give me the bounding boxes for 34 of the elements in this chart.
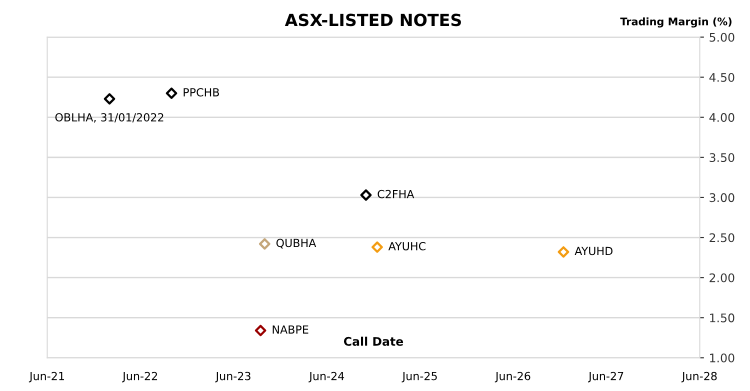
x-tick-label: Jun-21 bbox=[28, 372, 64, 382]
y-tick-label: 4.50 bbox=[709, 72, 734, 82]
point bbox=[166, 88, 178, 99]
x-tick-label: Jun-23 bbox=[215, 372, 250, 382]
annotation: C2FHA bbox=[378, 190, 414, 198]
x-tick-label: Jun-28 bbox=[681, 372, 717, 382]
point bbox=[371, 241, 383, 253]
point bbox=[558, 246, 570, 258]
x-tick-label: Jun-24 bbox=[308, 372, 344, 382]
y-tick-label: 3.00 bbox=[710, 193, 734, 202]
y-tick-label: 5.00 bbox=[710, 32, 734, 42]
x-axis-title: Call Date bbox=[344, 336, 404, 346]
y-axis-title: Trading Margin (%) bbox=[620, 17, 732, 28]
y-tick-label: 3.50 bbox=[710, 153, 734, 162]
point bbox=[258, 238, 270, 250]
point bbox=[254, 324, 266, 336]
annotation: PPCHB bbox=[184, 88, 219, 96]
y-tick-label: 1.00 bbox=[710, 353, 734, 362]
x-tick-label: Jun-27 bbox=[588, 372, 624, 382]
point bbox=[360, 189, 372, 201]
y-tick-label: 2.00 bbox=[710, 273, 734, 282]
annotation: OBLHA, 31/01/2022 bbox=[55, 113, 164, 123]
annotation: QUBHA bbox=[276, 238, 316, 248]
y-tick-label: 1.50 bbox=[710, 313, 734, 322]
x-tick-label: Jun-25 bbox=[402, 372, 437, 382]
x-tick-label: Jun-26 bbox=[494, 372, 530, 382]
point bbox=[104, 93, 116, 105]
annotation: NABPE bbox=[272, 325, 308, 334]
annotation: AYUHD bbox=[574, 246, 613, 256]
x-tick-label: Jun-22 bbox=[122, 372, 158, 382]
y-tick-label: 4.00 bbox=[709, 113, 734, 122]
y-tick-label: 2.50 bbox=[710, 233, 734, 242]
chart-title: ASX-LISTED NOTES bbox=[284, 14, 461, 26]
annotation: AYUHC bbox=[388, 242, 426, 250]
